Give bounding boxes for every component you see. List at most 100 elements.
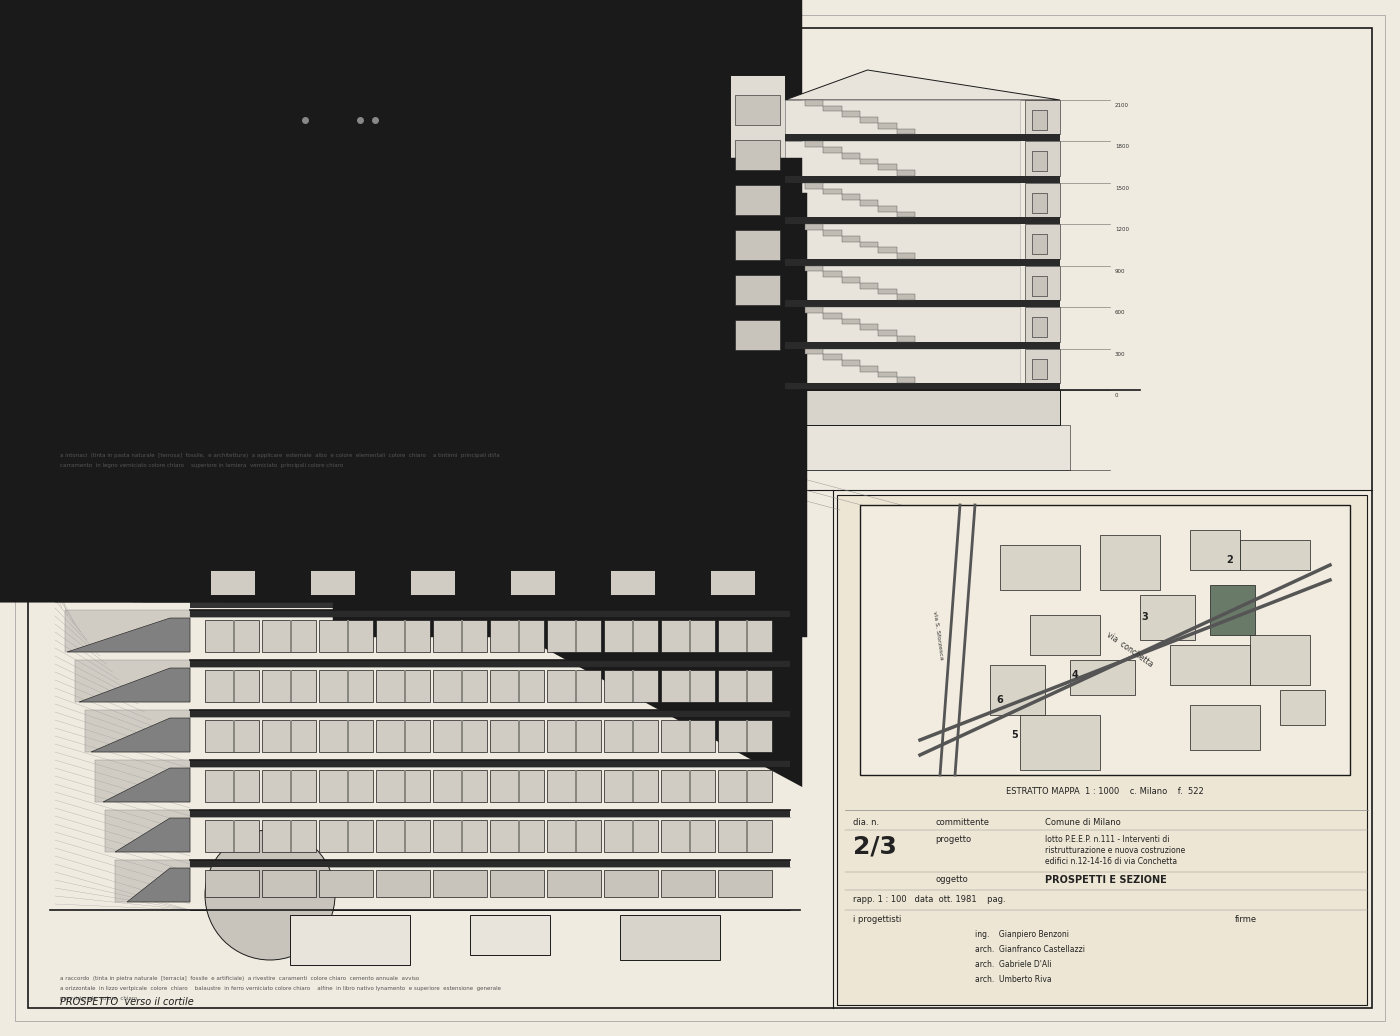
Bar (841, 153, 860, 159)
Bar (661, 720, 715, 752)
Bar (785, 100, 1021, 135)
Bar (85, 710, 190, 752)
Bar (610, 570, 655, 595)
Text: arch.  Gianfranco Castellazzi: arch. Gianfranco Castellazzi (974, 945, 1085, 954)
Bar (490, 620, 545, 652)
Bar (319, 620, 372, 652)
Bar (1210, 585, 1254, 635)
Bar (232, 620, 235, 652)
Bar (435, 290, 480, 332)
Bar (356, 380, 554, 395)
Bar (433, 770, 487, 802)
Bar (547, 720, 601, 752)
Bar (190, 660, 790, 667)
Text: 300: 300 (1114, 351, 1126, 356)
Bar (162, 122, 195, 164)
Bar (405, 821, 406, 852)
Bar (95, 760, 190, 802)
Text: firme: firme (1235, 915, 1257, 924)
Text: ESTRATTO MAPPA  1 : 1000    c. Milano    f.  522: ESTRATTO MAPPA 1 : 1000 c. Milano f. 522 (1007, 787, 1204, 796)
Polygon shape (115, 818, 190, 852)
Bar (841, 319, 860, 324)
Bar (689, 770, 692, 802)
Bar (438, 125, 477, 161)
Bar (620, 915, 720, 960)
Bar (746, 770, 748, 802)
Bar (370, 234, 414, 276)
Bar (550, 95, 580, 160)
Bar (631, 670, 634, 702)
Bar (729, 390, 1060, 425)
Bar (1170, 645, 1250, 685)
Bar (356, 212, 554, 218)
Bar (223, 178, 255, 220)
Bar (445, 318, 505, 380)
Bar (860, 283, 878, 289)
Bar (496, 62, 540, 80)
Text: via  conchetta: via conchetta (1105, 631, 1155, 669)
Bar (433, 821, 487, 852)
Bar (167, 293, 192, 329)
Bar (49, 237, 76, 274)
Bar (1000, 545, 1079, 589)
Bar (262, 821, 316, 852)
Bar (461, 770, 463, 802)
Bar (290, 620, 293, 652)
Bar (46, 234, 78, 276)
Bar (76, 660, 190, 702)
Bar (461, 620, 463, 652)
Text: ristrutturazione e nuova costruzione: ristrutturazione e nuova costruzione (1044, 846, 1186, 855)
Bar (262, 870, 316, 897)
Bar (785, 383, 1060, 390)
Bar (896, 294, 916, 300)
Bar (1025, 265, 1060, 300)
Bar (438, 181, 477, 217)
Text: 600: 600 (1114, 310, 1126, 315)
Bar (661, 670, 715, 702)
Bar (785, 183, 1021, 218)
Bar (204, 821, 259, 852)
Bar (49, 125, 76, 161)
Bar (631, 821, 634, 852)
Bar (1032, 276, 1047, 295)
Bar (377, 670, 430, 702)
Bar (370, 122, 414, 164)
Polygon shape (67, 618, 190, 652)
Bar (385, 62, 435, 80)
Bar (319, 720, 372, 752)
Bar (805, 307, 823, 313)
Bar (1025, 307, 1060, 342)
Bar (575, 620, 577, 652)
Bar (805, 183, 823, 189)
Bar (319, 770, 372, 802)
Bar (435, 122, 480, 164)
Bar (547, 870, 601, 897)
Bar (785, 224, 1021, 259)
Bar (1025, 224, 1060, 259)
Polygon shape (78, 668, 190, 702)
Bar (223, 122, 255, 164)
Bar (1025, 100, 1060, 135)
Bar (365, 318, 426, 380)
Bar (823, 106, 841, 112)
Bar (372, 125, 412, 161)
Bar (435, 234, 480, 276)
Bar (356, 156, 554, 162)
Bar (785, 135, 1060, 142)
Bar (896, 336, 916, 342)
Bar (746, 821, 748, 852)
Bar (64, 610, 190, 652)
Bar (878, 165, 896, 170)
Bar (232, 821, 235, 852)
Bar (603, 620, 658, 652)
Bar (370, 178, 414, 220)
Text: a raccordo  (tinta in pietra naturale  [terracia]  fossile  e artificiale)  a ri: a raccordo (tinta in pietra naturale [te… (60, 976, 419, 981)
Bar (631, 720, 634, 752)
Bar (101, 125, 127, 161)
Bar (1025, 142, 1060, 176)
Bar (735, 320, 780, 350)
Bar (262, 720, 316, 752)
Text: lotto P.E.E.P. n.111 - Interventi di: lotto P.E.E.P. n.111 - Interventi di (1044, 835, 1169, 844)
Bar (603, 821, 658, 852)
Bar (190, 600, 790, 608)
